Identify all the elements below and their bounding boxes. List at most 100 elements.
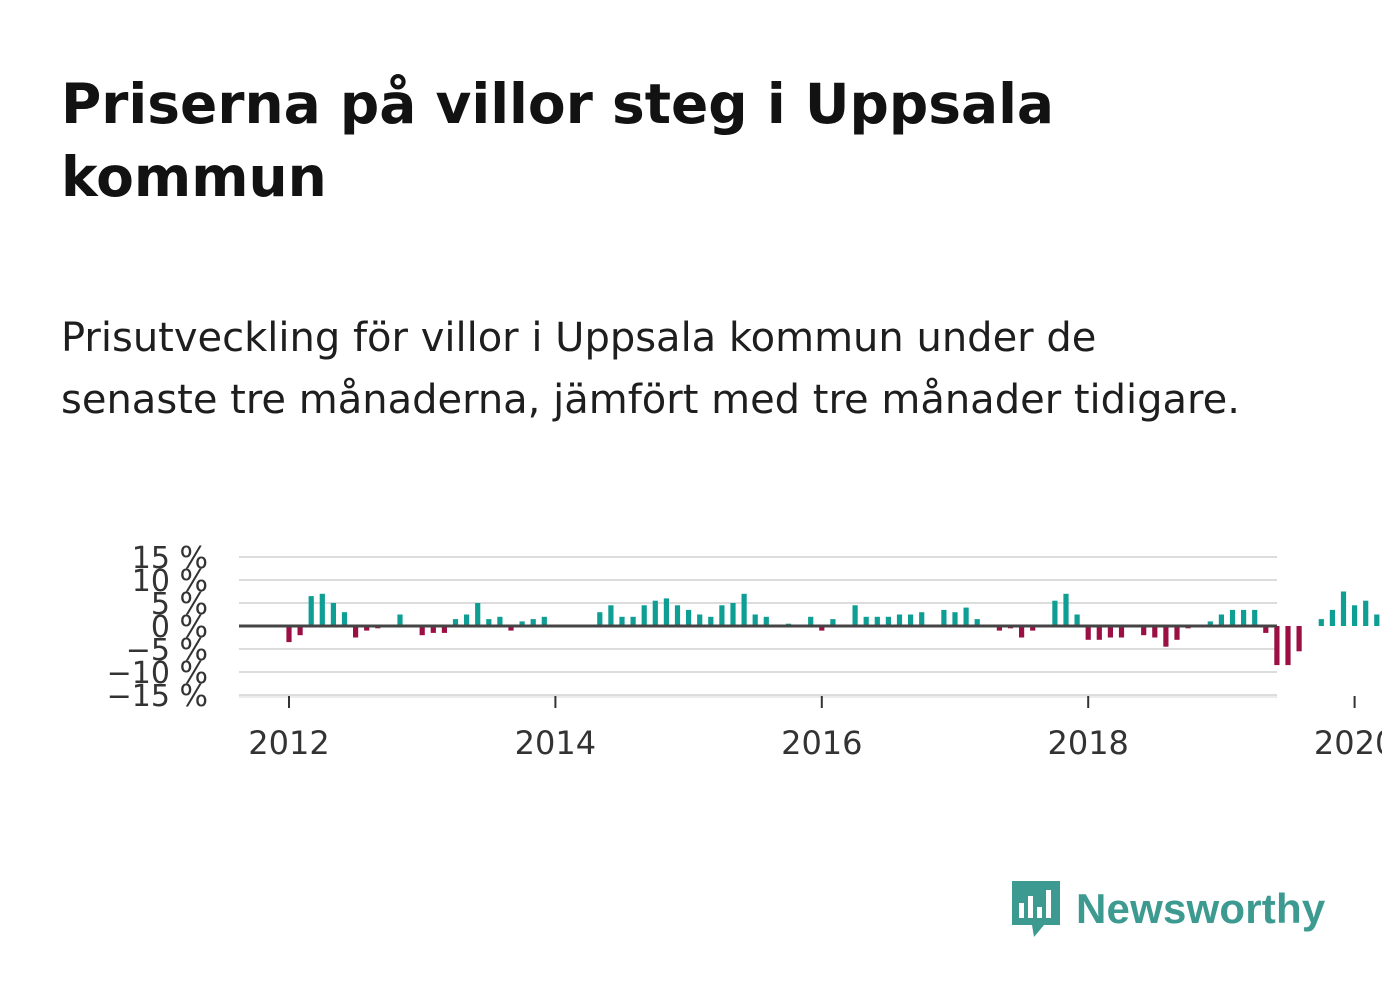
bar <box>397 614 403 626</box>
bar <box>1241 609 1247 626</box>
bar <box>1285 626 1291 666</box>
bar <box>1318 619 1324 626</box>
bar <box>697 614 703 626</box>
bar <box>1252 609 1258 626</box>
x-axis: 20122014201620182020202220242026 <box>248 696 1382 762</box>
bar <box>475 603 481 626</box>
bar <box>630 616 636 626</box>
bar <box>1163 626 1169 647</box>
bar <box>1141 626 1147 636</box>
y-tick-label: 0 % <box>151 610 208 645</box>
bar <box>1152 626 1158 638</box>
bar <box>1229 609 1236 626</box>
bar <box>341 612 348 626</box>
y-tick-label: −15 % <box>107 679 208 714</box>
bar-series <box>239 591 1380 666</box>
bar <box>896 614 903 626</box>
bar <box>1340 591 1347 626</box>
bar <box>1074 614 1080 626</box>
bar <box>1296 626 1302 652</box>
bar <box>819 626 825 631</box>
bar <box>364 626 370 631</box>
bar <box>952 612 958 626</box>
bar <box>974 619 980 626</box>
bar <box>1174 626 1180 640</box>
x-tick-label: 2018 <box>1047 724 1128 762</box>
x-tick-label: 2020 <box>1314 724 1382 762</box>
bar <box>641 605 647 626</box>
y-tick-label: 10 % <box>132 564 208 599</box>
bar <box>852 605 858 626</box>
bar <box>508 626 514 631</box>
newsworthy-logo: Newsworthy <box>1010 878 1325 940</box>
bar <box>741 593 747 626</box>
bar <box>1096 626 1102 640</box>
bar <box>452 619 459 626</box>
y-tick-label: −5 % <box>126 633 208 668</box>
bar <box>1085 626 1091 640</box>
bar <box>1207 621 1213 626</box>
bar <box>541 616 547 626</box>
bar <box>752 614 758 626</box>
x-tick-label: 2014 <box>515 724 596 762</box>
bar <box>830 619 836 626</box>
x-tick-label: 2012 <box>248 724 329 762</box>
bar <box>1218 614 1224 626</box>
bar <box>1374 614 1380 626</box>
bar <box>330 603 336 626</box>
bar <box>530 619 536 626</box>
bar <box>608 605 614 626</box>
bar <box>686 609 692 626</box>
bar <box>996 626 1002 631</box>
bar <box>1030 626 1036 631</box>
bar <box>919 612 925 626</box>
bar <box>708 616 714 626</box>
bar <box>619 616 625 626</box>
bar <box>963 607 969 626</box>
bar <box>497 616 503 626</box>
y-axis-ticks: 15 %10 %5 %0 %−5 %−10 %−15 % <box>107 541 208 714</box>
bar <box>419 626 425 636</box>
bar <box>908 614 914 626</box>
bar <box>1118 626 1125 638</box>
bar <box>308 596 314 626</box>
grid-lines <box>239 556 1277 698</box>
bar <box>663 598 669 626</box>
bar <box>1107 626 1113 638</box>
bar <box>297 626 303 636</box>
bar <box>652 600 658 626</box>
bar <box>1363 600 1369 626</box>
bar <box>874 616 880 626</box>
bar <box>1019 626 1025 638</box>
bar <box>674 605 681 626</box>
chart-subtitle: Prisutveckling för villor i Uppsala komm… <box>61 315 1240 423</box>
y-tick-label: 5 % <box>151 587 208 622</box>
y-tick-label: 15 % <box>132 541 208 576</box>
bar <box>1052 600 1058 626</box>
bar <box>1352 605 1358 626</box>
chart-title: Priserna på villor steg i Uppsala kommun <box>61 72 1055 209</box>
bar <box>1063 593 1069 626</box>
bar <box>486 619 492 626</box>
bar <box>519 621 525 626</box>
bar <box>441 626 447 633</box>
chat-bubble-bar-chart-icon <box>1012 881 1060 937</box>
x-tick-label: 2016 <box>781 724 862 762</box>
bar <box>885 616 891 626</box>
bar <box>353 626 359 638</box>
y-tick-label: −10 % <box>107 656 208 691</box>
bar <box>1329 609 1335 626</box>
bar <box>430 626 436 633</box>
bar <box>719 605 725 626</box>
bar <box>1263 626 1269 633</box>
brand-name: Newsworthy <box>1076 885 1326 932</box>
bar <box>1274 626 1280 666</box>
bar <box>730 603 736 626</box>
bar <box>286 626 292 643</box>
bar <box>319 593 325 626</box>
bar <box>941 609 947 626</box>
bar <box>464 614 470 626</box>
bar <box>808 616 814 626</box>
bar <box>763 616 769 626</box>
